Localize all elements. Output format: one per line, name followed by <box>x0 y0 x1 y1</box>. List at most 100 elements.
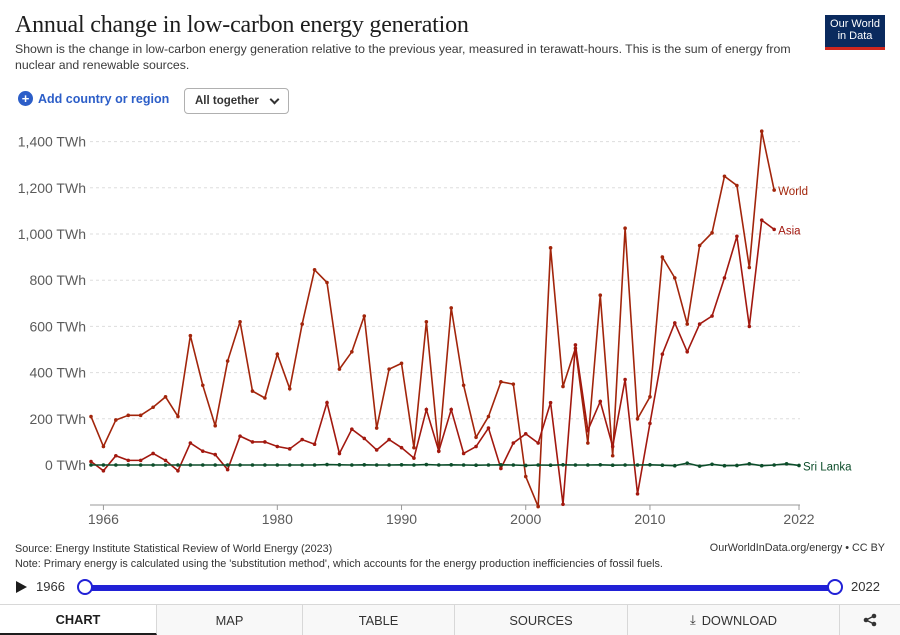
data-point-world <box>449 306 454 310</box>
x-tick-label: 2022 <box>783 511 814 527</box>
data-point-world <box>350 350 354 354</box>
y-tick-label: 0 TWh <box>45 457 86 473</box>
timeline-track[interactable] <box>85 585 835 591</box>
data-point-sri-lanka <box>697 464 702 468</box>
data-point-world <box>238 319 242 324</box>
data-point-sri-lanka <box>163 463 168 467</box>
x-tick-label: 2000 <box>510 511 541 527</box>
series-label-asia: Asia <box>778 225 801 237</box>
data-point-asia <box>300 437 304 442</box>
data-point-sri-lanka <box>126 463 131 467</box>
data-point-sri-lanka <box>499 462 503 467</box>
data-point-sri-lanka <box>387 463 391 467</box>
owid-logo[interactable]: Our World in Data <box>825 15 885 50</box>
add-country-button[interactable]: + Add country or region <box>18 91 169 106</box>
data-point-sri-lanka <box>573 463 578 467</box>
series-line-sri-lanka <box>91 462 800 467</box>
data-point-asia <box>561 502 565 507</box>
data-point-world <box>672 276 677 280</box>
tab-bar: CHART MAP TABLE SOURCES ⤓ DOWNLOAD <box>0 604 900 635</box>
data-point-world <box>374 426 379 430</box>
data-point-sri-lanka <box>101 463 106 467</box>
data-point-world <box>300 322 304 326</box>
share-button[interactable] <box>840 605 900 635</box>
series-line-world <box>90 131 775 507</box>
tab-download[interactable]: ⤓ DOWNLOAD <box>628 605 840 635</box>
data-point-sri-lanka <box>461 463 466 467</box>
data-point-asia <box>325 400 329 405</box>
data-point-asia <box>213 452 218 457</box>
data-point-sri-lanka <box>561 462 565 467</box>
data-point-sri-lanka <box>424 462 429 467</box>
data-point-asia <box>424 407 429 412</box>
data-point-world <box>586 441 590 445</box>
y-tick-label: 600 TWh <box>29 318 86 334</box>
data-point-asia <box>672 321 677 325</box>
data-point-asia <box>710 314 714 318</box>
attribution-link[interactable]: OurWorldInData.org/energy • CC BY <box>709 542 885 554</box>
data-point-sri-lanka <box>138 463 143 467</box>
data-point-world <box>101 444 106 449</box>
share-icon <box>863 613 877 627</box>
data-point-asia <box>312 442 317 447</box>
facet-dropdown[interactable]: All together <box>184 88 289 114</box>
data-point-asia <box>188 441 193 445</box>
data-point-world <box>499 380 503 384</box>
data-point-asia <box>163 458 168 463</box>
data-point-world <box>424 319 429 324</box>
data-point-asia <box>238 434 242 438</box>
data-point-world <box>188 333 193 338</box>
tab-table[interactable]: TABLE <box>303 605 455 635</box>
timeline-end-handle[interactable] <box>827 579 843 595</box>
data-point-world <box>610 453 615 458</box>
chevron-down-icon <box>269 94 280 104</box>
data-point-sri-lanka <box>660 463 665 468</box>
tab-table-label: TABLE <box>358 612 399 628</box>
data-point-asia <box>101 468 106 473</box>
data-point-world <box>263 396 267 400</box>
data-point-world <box>772 188 776 192</box>
data-point-world <box>648 395 652 399</box>
data-point-sri-lanka <box>250 463 255 467</box>
data-point-sri-lanka <box>436 463 441 467</box>
tab-chart[interactable]: CHART <box>0 605 157 635</box>
tab-sources[interactable]: SOURCES <box>455 605 628 635</box>
data-point-asia <box>499 466 503 471</box>
data-point-sri-lanka <box>610 463 615 468</box>
data-point-sri-lanka <box>263 463 267 467</box>
data-point-world <box>536 504 540 509</box>
chart-title: Annual change in low-carbon energy gener… <box>15 12 469 38</box>
data-point-world <box>176 414 180 419</box>
data-point-sri-lanka <box>362 462 367 467</box>
data-point-sri-lanka <box>188 463 193 467</box>
logo-line-2: in Data <box>837 30 873 42</box>
data-point-world <box>89 414 93 419</box>
series-line-asia <box>90 218 775 505</box>
play-icon[interactable] <box>16 581 27 593</box>
tab-map[interactable]: MAP <box>157 605 303 635</box>
data-point-sri-lanka <box>623 463 627 467</box>
data-point-asia <box>548 400 553 405</box>
data-point-sri-lanka <box>449 462 454 467</box>
data-point-world <box>412 445 416 450</box>
y-tick-label: 1,000 TWh <box>18 226 86 242</box>
timeline-start-handle[interactable] <box>77 579 93 595</box>
tab-download-label: DOWNLOAD <box>701 612 778 628</box>
x-tick-label: 1990 <box>386 511 417 527</box>
data-point-world <box>225 359 230 363</box>
data-point-asia <box>573 343 578 347</box>
data-point-world <box>759 129 764 134</box>
data-point-asia <box>362 436 367 441</box>
data-point-sri-lanka <box>412 463 416 467</box>
data-point-world <box>561 384 565 389</box>
tab-sources-label: SOURCES <box>509 612 573 628</box>
data-point-asia <box>387 437 391 442</box>
y-tick-label: 200 TWh <box>29 411 86 427</box>
data-point-asia <box>511 441 516 445</box>
data-point-sri-lanka <box>722 463 727 468</box>
data-point-asia <box>586 428 590 433</box>
data-point-asia <box>523 432 528 436</box>
data-point-world <box>598 293 603 298</box>
x-tick-label: 1966 <box>88 511 119 527</box>
data-point-asia <box>474 444 478 449</box>
